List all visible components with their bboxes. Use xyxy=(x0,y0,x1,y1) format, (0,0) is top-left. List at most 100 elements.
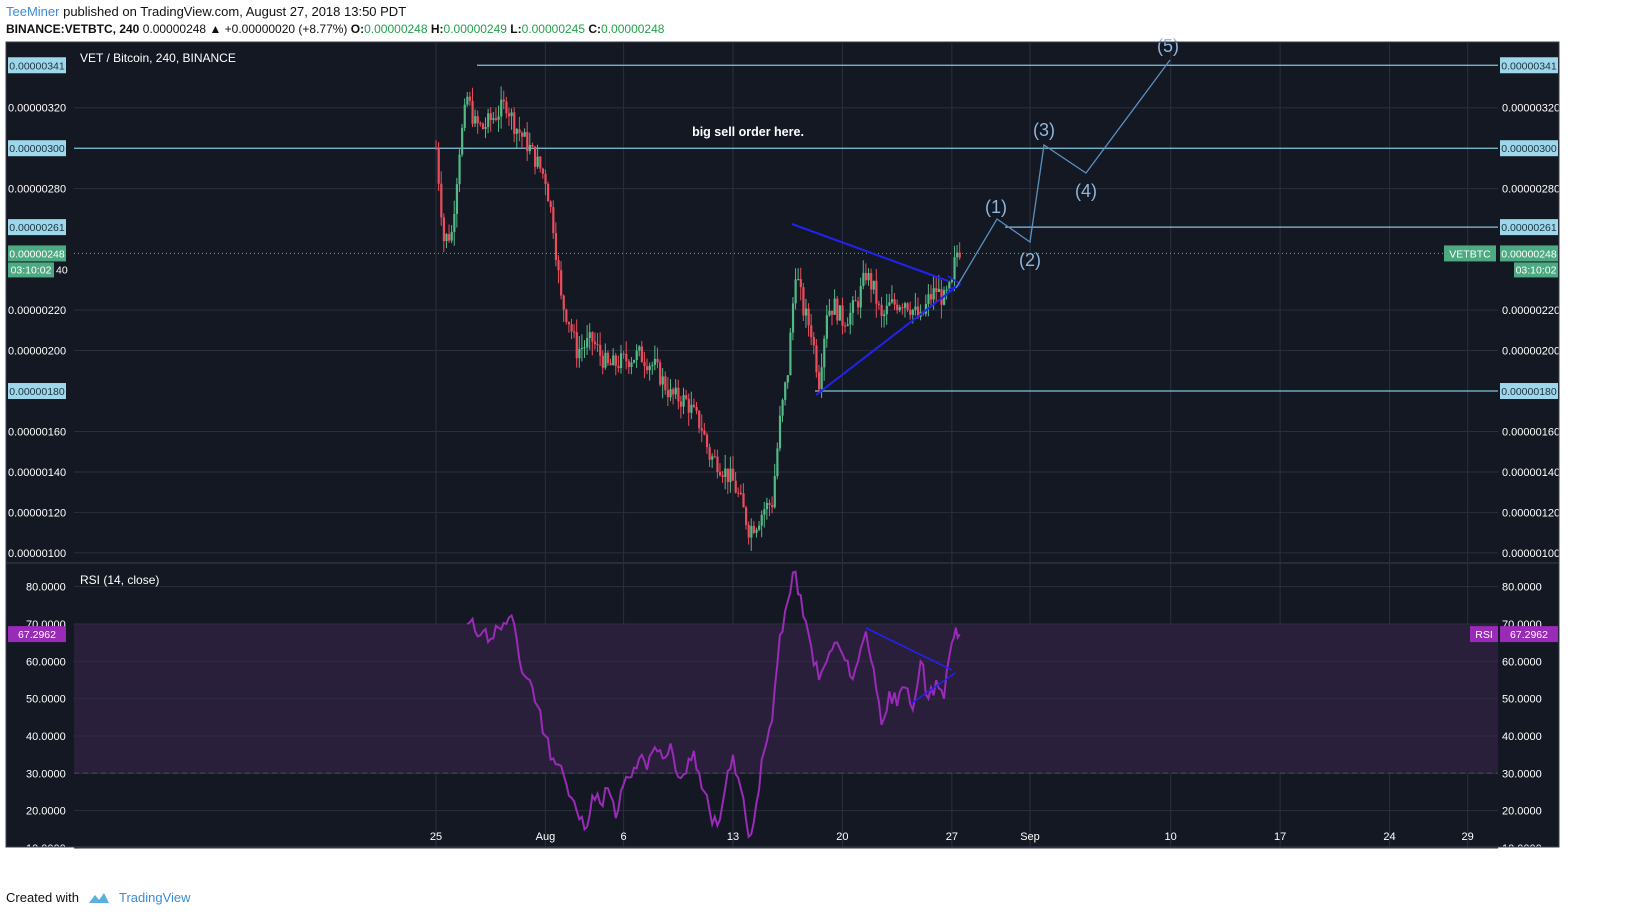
candle-body xyxy=(713,456,716,458)
candle-body xyxy=(567,321,571,325)
candle-body xyxy=(463,104,466,128)
candle-body xyxy=(773,476,776,508)
candle-body xyxy=(575,332,578,359)
rsi-line xyxy=(466,570,961,839)
rsi-value-tag-left xyxy=(8,626,66,643)
candle-body xyxy=(612,355,615,366)
candle-body xyxy=(500,99,503,117)
candle-body xyxy=(888,302,891,306)
candle-body xyxy=(747,524,750,538)
candle-body xyxy=(911,309,914,315)
level-tag-left xyxy=(8,57,66,74)
wave-label-3: (3) xyxy=(1033,120,1055,140)
candle-body xyxy=(721,475,724,477)
countdown-tag-text-right: 03:10:02 xyxy=(1516,264,1557,276)
candle-body xyxy=(627,361,630,368)
candle-body xyxy=(760,514,763,526)
rsi-value-tag-right xyxy=(1500,626,1558,643)
x-tick-label: 20 xyxy=(836,831,848,843)
y-tick-label-left: 0.00000100 xyxy=(8,548,66,560)
candle-body xyxy=(885,305,888,315)
candle-body xyxy=(948,282,951,290)
candle-body xyxy=(828,310,831,316)
price-pane xyxy=(74,43,1498,563)
candle-body xyxy=(674,387,677,395)
x-tick-label: Sep xyxy=(1020,831,1040,843)
level-tag-text-left: 0.00000300 xyxy=(9,143,65,155)
candles-group xyxy=(435,86,961,551)
countdown-tag-right xyxy=(1514,262,1558,278)
candle-body xyxy=(924,303,927,314)
candle-body xyxy=(549,201,552,208)
candle-body xyxy=(580,348,584,350)
y-tick-label-right: 0.00000120 xyxy=(1502,507,1560,519)
candle-body xyxy=(692,404,696,407)
candle-body xyxy=(640,346,644,363)
candle-body xyxy=(893,299,896,305)
candle-body xyxy=(455,184,459,214)
candle-body xyxy=(497,116,500,120)
candle-body xyxy=(606,352,610,364)
candle-body xyxy=(875,280,878,304)
candle-body xyxy=(591,332,594,342)
candle-body xyxy=(841,305,844,326)
candle-body xyxy=(901,307,904,309)
candle-body xyxy=(570,324,573,332)
footer: Created with TradingView xyxy=(6,890,191,905)
candle-body xyxy=(742,493,745,508)
candle-body xyxy=(440,183,443,218)
candle-body xyxy=(601,355,604,368)
candle-body xyxy=(789,332,792,376)
candle-body xyxy=(453,213,456,232)
candle-body xyxy=(914,306,917,310)
level-tag-left xyxy=(8,383,66,400)
level-tag-text-right: 0.00000261 xyxy=(1501,222,1557,234)
candle-body xyxy=(664,376,667,391)
candle-body xyxy=(804,308,808,316)
rsi-value-tag-text-right: 67.2962 xyxy=(1510,629,1548,641)
candle-body xyxy=(502,99,505,102)
candle-body xyxy=(857,301,860,308)
symbol-tag-text: VETBTC xyxy=(1449,248,1491,260)
rsi-tick-label-left: 20.0000 xyxy=(26,806,66,818)
rsi-triangle-lower-line xyxy=(911,672,956,704)
y-tick-label-left: 0.00000320 xyxy=(8,103,66,115)
tradingview-link[interactable]: TradingView xyxy=(118,890,191,905)
candle-body xyxy=(698,410,701,429)
level-tag-right xyxy=(1500,57,1558,74)
candle-body xyxy=(916,306,920,317)
candle-body xyxy=(815,345,818,373)
rsi-tick-label-right: 60.0000 xyxy=(1502,656,1542,668)
candle-body xyxy=(622,353,625,355)
candle-body xyxy=(518,129,521,133)
candle-body xyxy=(823,338,826,368)
level-tag-text-right: 0.00000300 xyxy=(1501,143,1557,155)
candle-body xyxy=(614,355,617,366)
level-tag-right xyxy=(1500,140,1558,157)
candle-body xyxy=(854,300,857,302)
y-tick-label-left: 0.00000220 xyxy=(8,305,66,317)
candle-body xyxy=(578,348,581,359)
level-tag-right xyxy=(1500,219,1558,236)
candle-body xyxy=(445,234,448,242)
rsi-tick-label-left: 50.0000 xyxy=(26,694,66,706)
rsi-tick-label-left: 60.0000 xyxy=(26,656,66,668)
candle-body xyxy=(906,303,909,310)
y-tick-label-left: 0.00000200 xyxy=(8,346,66,358)
open-label: O: xyxy=(350,22,365,36)
candle-body xyxy=(781,399,784,416)
candle-body xyxy=(825,315,828,339)
candle-body xyxy=(656,358,659,363)
wave-label-2: (2) xyxy=(1019,250,1041,270)
candle-body xyxy=(739,492,743,494)
candle-body xyxy=(541,168,545,174)
candle-body xyxy=(703,430,706,435)
candle-body xyxy=(932,288,935,300)
candle-body xyxy=(442,217,446,242)
rsi-tick-label-right: 80.0000 xyxy=(1502,582,1542,594)
author-link[interactable]: TeeMiner xyxy=(6,4,60,19)
candle-body xyxy=(685,395,688,399)
candle-body xyxy=(466,96,469,105)
candle-body xyxy=(799,279,802,288)
